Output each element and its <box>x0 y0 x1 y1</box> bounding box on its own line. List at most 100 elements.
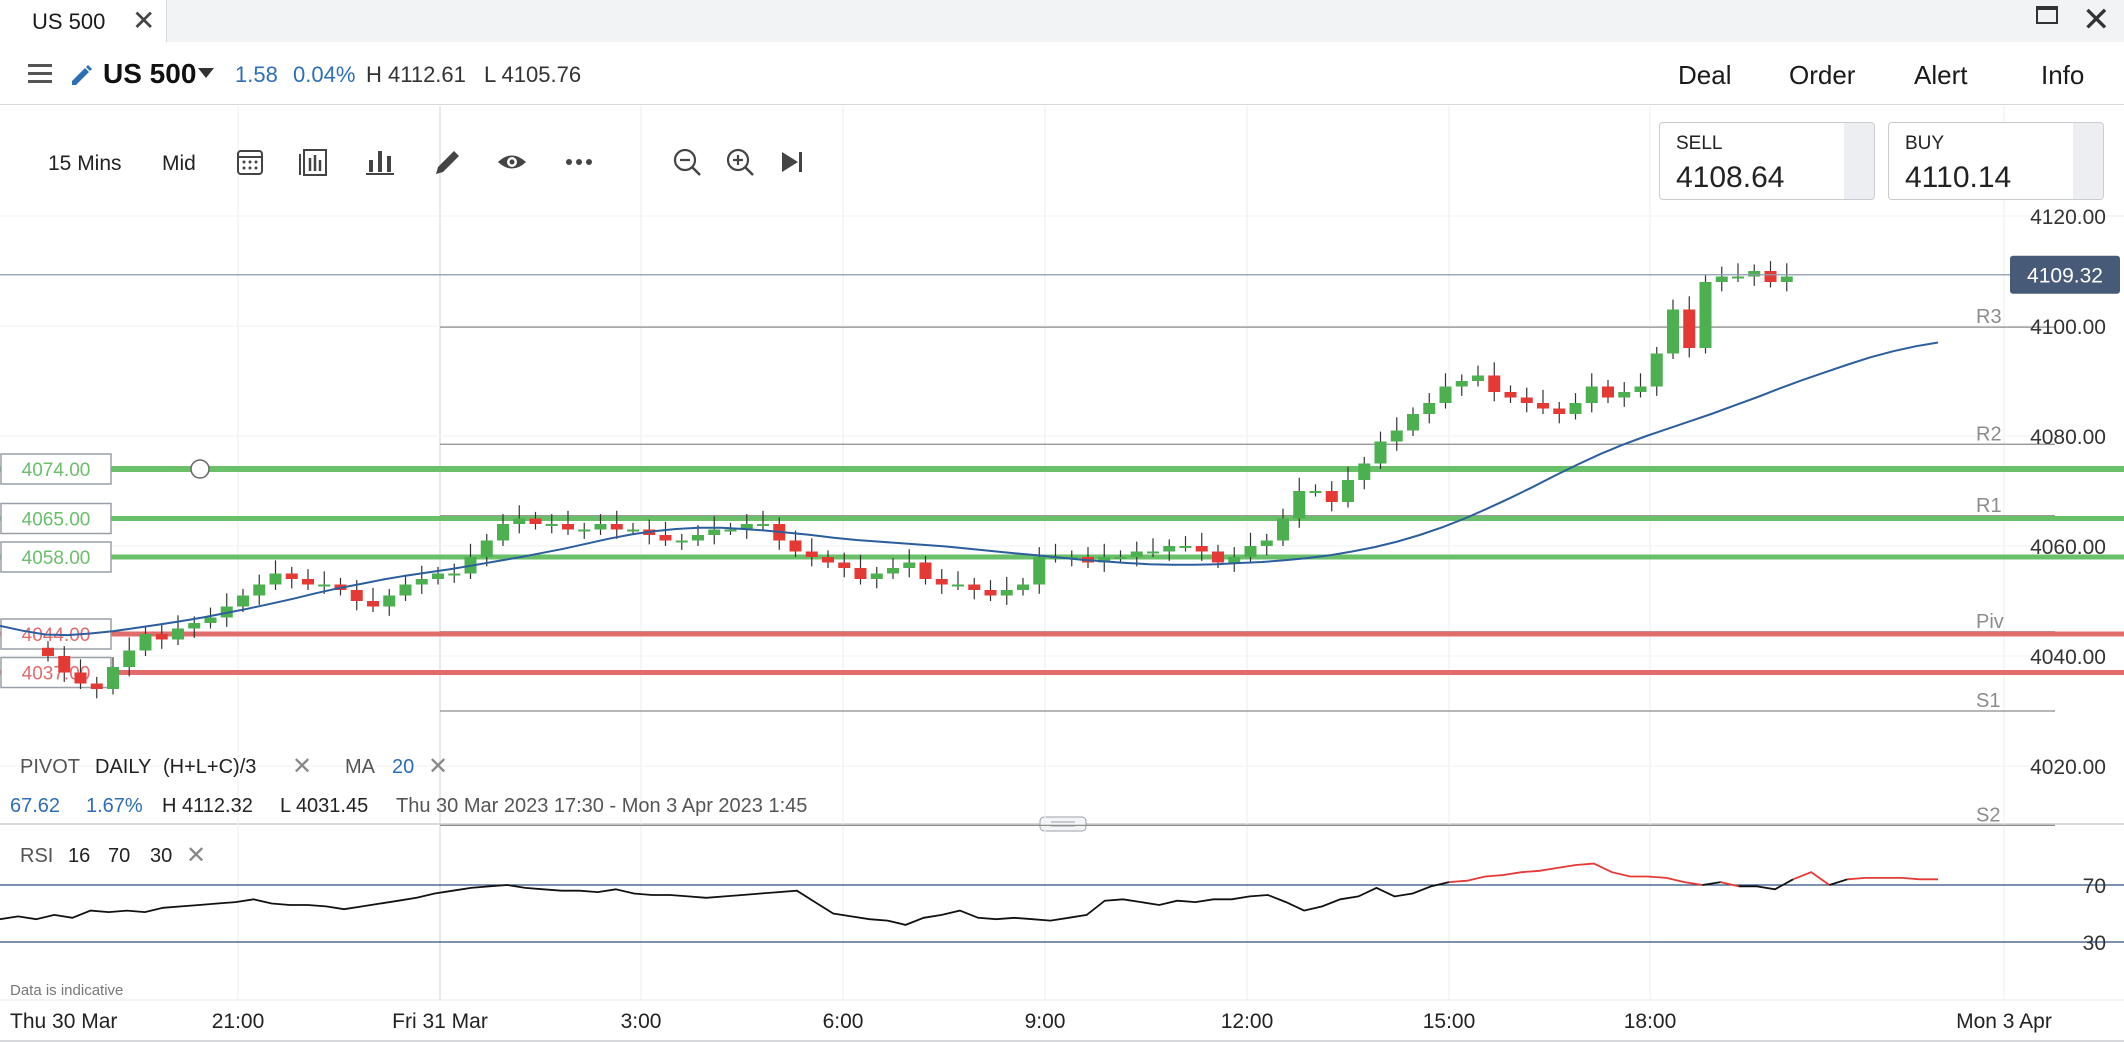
more-options-icon[interactable] <box>563 146 595 178</box>
pivot-indicator-label[interactable]: PIVOT <box>20 756 81 778</box>
chart-type-icon[interactable] <box>298 146 330 178</box>
candle-body <box>562 524 574 530</box>
candle-body <box>237 595 249 607</box>
pivot-label-s1: S1 <box>1976 690 2000 712</box>
pencil-edit-icon[interactable] <box>68 61 94 87</box>
candle-body <box>578 529 591 532</box>
candle-body <box>1309 491 1322 493</box>
candle-body <box>383 595 396 607</box>
candle <box>1163 539 1176 561</box>
timeframe-selector[interactable]: 15 Mins <box>48 152 122 175</box>
indicators-icon[interactable] <box>364 146 396 178</box>
buy-price-button[interactable]: BUY 4110.14 <box>1888 122 2104 200</box>
sell-price-button[interactable]: SELL 4108.64 <box>1659 122 1875 200</box>
y-tick-label: 4040.00 <box>2030 646 2106 669</box>
disclaimer: Data is indicative <box>10 982 124 999</box>
candle-body <box>204 617 217 623</box>
candle <box>659 521 672 546</box>
candle-body <box>1407 414 1419 431</box>
ma-indicator-label[interactable]: MA <box>345 756 375 778</box>
candle <box>1569 393 1582 420</box>
chart-grid <box>0 106 2124 1000</box>
maximize-icon[interactable] <box>2036 6 2058 24</box>
candle-body <box>1699 282 1712 348</box>
candle-body <box>708 529 721 535</box>
candle <box>854 554 867 585</box>
candle <box>318 571 331 594</box>
candle <box>822 550 834 568</box>
candle <box>464 543 477 579</box>
alert-drag-handle <box>190 459 210 479</box>
remove-ma-icon[interactable]: ✕ <box>428 753 449 780</box>
remove-pivot-icon[interactable]: ✕ <box>292 753 313 780</box>
draw-pencil-icon[interactable] <box>432 146 464 178</box>
candle <box>1130 541 1143 567</box>
candle <box>123 637 136 677</box>
candle <box>1342 466 1354 508</box>
candle-body <box>1212 551 1224 563</box>
panel-resize-handle <box>1039 816 1087 832</box>
window-close-icon[interactable]: ✕ <box>2082 1 2111 39</box>
candle-body <box>594 524 607 530</box>
candle <box>870 566 883 589</box>
deal-button[interactable]: Deal <box>1678 60 1732 90</box>
zoom-in-icon[interactable] <box>724 146 756 178</box>
candle <box>1000 576 1013 605</box>
candle <box>562 510 574 535</box>
candle <box>1374 431 1387 469</box>
candle-body <box>1569 403 1582 414</box>
zoom-out-icon[interactable] <box>671 146 703 178</box>
pivot-period: DAILY <box>95 756 152 778</box>
hamburger-menu-icon[interactable] <box>28 64 52 84</box>
candle-body <box>448 573 461 576</box>
candle-body <box>1488 375 1501 392</box>
info-button[interactable]: Info <box>2041 60 2085 90</box>
y-tick-label: 4120.00 <box>2030 206 2106 229</box>
candle <box>1407 407 1419 436</box>
instrument-name[interactable]: US 500 <box>103 58 197 89</box>
tab-us500[interactable]: US 500 ✕ <box>0 0 167 42</box>
candle <box>1098 543 1111 572</box>
candle-body <box>545 524 558 526</box>
candle <box>1585 373 1598 413</box>
close-icon[interactable]: ✕ <box>132 5 156 36</box>
range-change-percent: 1.67% <box>86 795 143 817</box>
remove-rsi-icon[interactable]: ✕ <box>186 842 207 869</box>
pivot-lines: R3 R2 R1 Piv S1 S2 <box>440 306 2055 826</box>
calendar-icon[interactable] <box>234 146 266 178</box>
candle-body <box>1017 584 1029 590</box>
candlesticks <box>42 261 1793 699</box>
rsi-label[interactable]: RSI <box>20 845 54 867</box>
candle <box>1472 365 1484 387</box>
alert-button[interactable]: Alert <box>1914 60 1968 90</box>
candle <box>1618 382 1631 407</box>
candle <box>675 533 688 550</box>
candle-body <box>367 601 379 607</box>
instrument-dropdown-caret-icon[interactable] <box>198 68 214 78</box>
candle <box>497 514 509 546</box>
candle <box>594 514 607 535</box>
rsi-lower: 30 <box>150 845 173 867</box>
candle-body <box>269 573 282 585</box>
candle <box>919 555 932 585</box>
candle <box>1504 385 1517 403</box>
candle-body <box>90 683 103 689</box>
candle-body <box>1098 557 1111 563</box>
candle-body <box>350 590 363 601</box>
daily-low: L 4105.76 <box>484 62 582 87</box>
tab-title: US 500 <box>32 9 106 34</box>
candle <box>1325 481 1338 512</box>
candle <box>627 522 639 535</box>
candle <box>1082 547 1094 568</box>
pivot-label-r3: R3 <box>1976 306 2002 328</box>
order-button[interactable]: Order <box>1789 60 1856 90</box>
candle-body <box>1130 551 1143 557</box>
candle-body <box>155 634 168 640</box>
candle-body <box>480 540 493 557</box>
candle <box>432 566 444 585</box>
jump-to-latest-icon[interactable] <box>776 146 808 178</box>
price-type-selector[interactable]: Mid <box>162 152 196 175</box>
eye-icon[interactable] <box>496 146 528 178</box>
candle <box>188 616 201 638</box>
